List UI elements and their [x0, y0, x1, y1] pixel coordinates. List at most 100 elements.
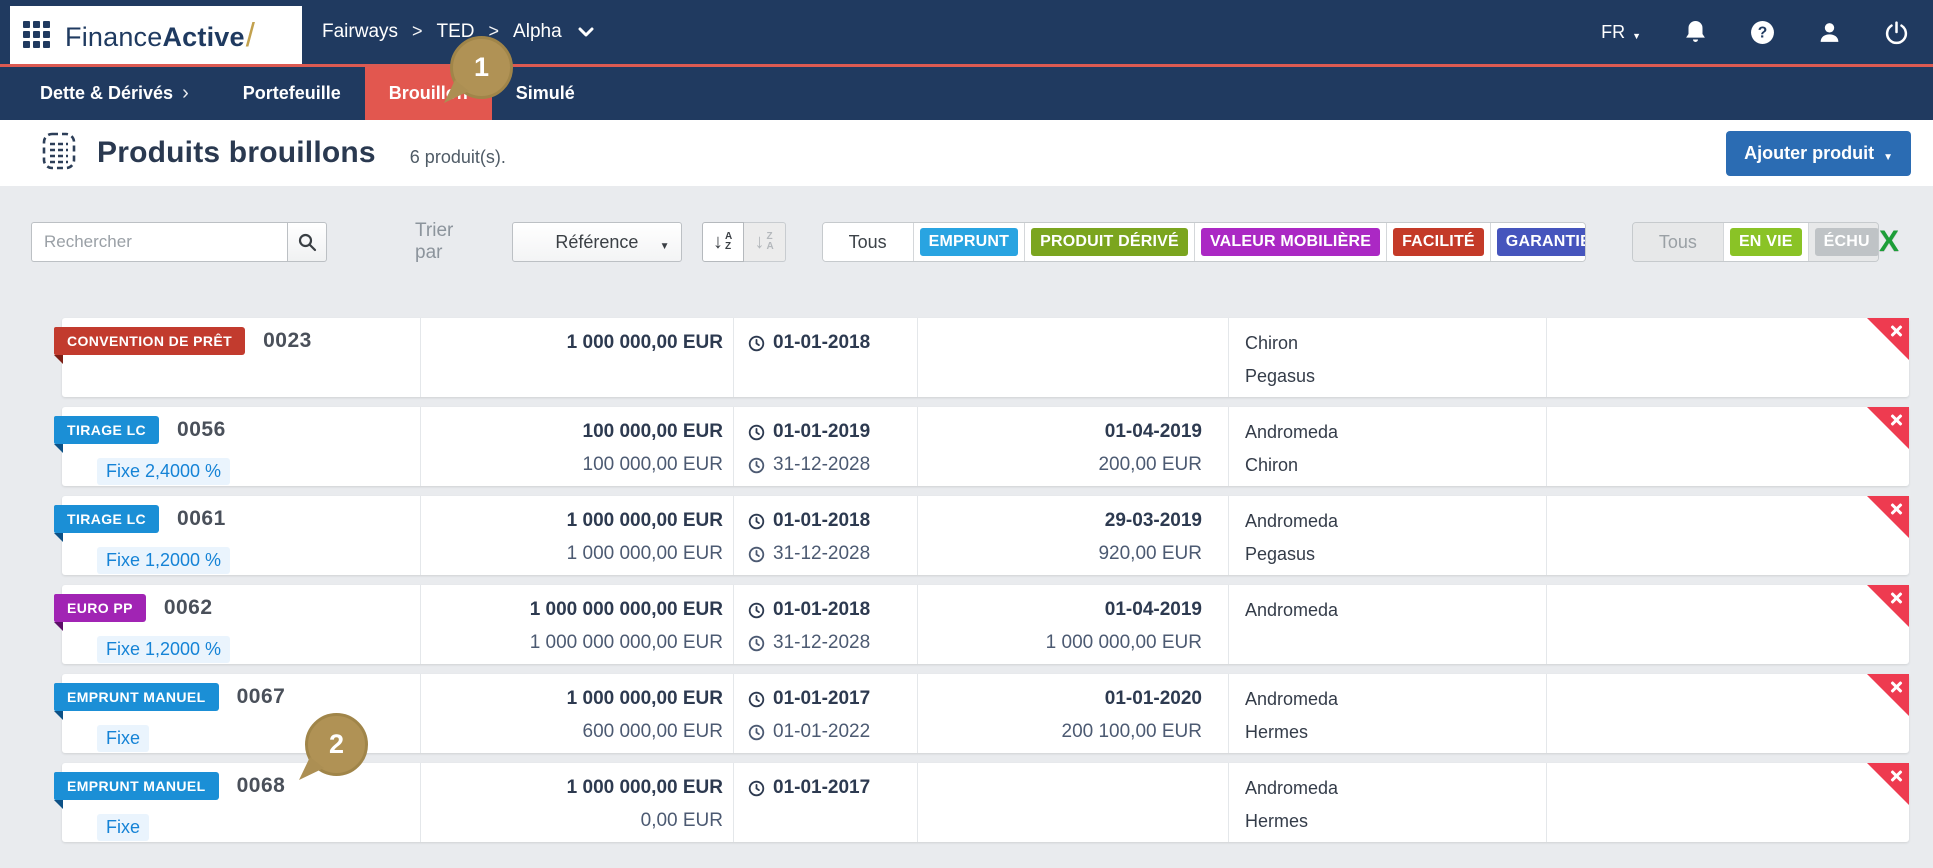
date-cell: 01-01-2017 — [733, 763, 917, 842]
filter-bar: Trier par Référence ↓ AZ ↓ ZA Tous EMPRU… — [31, 220, 1905, 263]
rate-pill[interactable]: Fixe 2,4000 % — [97, 458, 231, 485]
counterparty-cell: Chiron Pegasus — [1228, 318, 1546, 397]
valuation-amount: 920,00 EUR — [1098, 543, 1202, 564]
user-profile-icon[interactable] — [1817, 20, 1842, 45]
filter-badge-segment[interactable]: FACILITÉ — [1386, 223, 1490, 261]
counterparty-primary: Andromeda — [1245, 777, 1339, 798]
start-date: 01-01-2017 — [773, 688, 871, 709]
ribbon-fold — [54, 355, 63, 364]
brand-logo[interactable]: FinanceActive/ — [65, 16, 255, 54]
svg-text:?: ? — [1758, 24, 1768, 41]
amount-primary: 1 000 000,00 EUR — [566, 688, 723, 709]
sort-field-select[interactable]: Référence — [512, 222, 682, 262]
language-selector[interactable]: FR — [1601, 22, 1641, 43]
filter-badge-segment[interactable]: PRODUIT DÉRIVÉ — [1024, 223, 1194, 261]
rate-pill[interactable]: Fixe — [97, 814, 150, 841]
counterparty-secondary: Hermes — [1245, 810, 1309, 831]
product-id-cell: EMPRUNT MANUEL 0067 Fixe — [54, 674, 420, 753]
delete-corner-button[interactable] — [1867, 674, 1909, 716]
type-filter-all-button[interactable]: Tous — [822, 223, 913, 261]
ribbon-fold — [54, 444, 63, 453]
delete-corner-button[interactable] — [1867, 318, 1909, 360]
clock-icon — [748, 513, 765, 530]
page-header: Produits brouillons 6 produit(s). Ajoute… — [0, 120, 1933, 186]
chevron-down-icon[interactable] — [578, 26, 594, 38]
annotation-marker-1: 1 — [444, 36, 513, 103]
add-product-button[interactable]: Ajouter produit — [1726, 130, 1911, 176]
product-id-cell: TIRAGE LC 0061 Fixe 1,2000 % — [54, 496, 420, 575]
valuation-cell — [917, 763, 1228, 842]
counterparty-cell: Andromeda Chiron — [1228, 407, 1546, 486]
breadcrumb-item-alpha[interactable]: Alpha — [513, 21, 562, 42]
delete-corner-button[interactable] — [1867, 407, 1909, 449]
product-row[interactable]: EMPRUNT MANUEL 0067 Fixe 1 000 000,00 EU… — [54, 674, 1909, 753]
sort-field-value: Référence — [555, 231, 639, 252]
valuation-cell: 29-03-2019 920,00 EUR — [917, 496, 1228, 575]
marker-tail — [444, 80, 469, 103]
date-cell: 01-01-2017 01-01-2022 — [733, 674, 917, 753]
nav-item-simule[interactable]: Simulé — [515, 83, 575, 103]
counterparty-secondary: Pegasus — [1245, 365, 1316, 386]
delete-corner-button[interactable] — [1867, 585, 1909, 627]
logout-power-icon[interactable] — [1884, 20, 1909, 45]
filter-badge: EMPRUNT — [919, 228, 1019, 256]
amount-cell: 100 000,00 EUR 100 000,00 EUR — [420, 407, 733, 486]
product-reference: 0068 — [236, 774, 286, 797]
rate-pill[interactable]: Fixe — [97, 725, 150, 752]
amount-cell: 1 000 000,00 EUR 0,00 EUR — [420, 763, 733, 842]
breadcrumb-item-ted[interactable]: TED — [436, 21, 475, 42]
product-row[interactable]: CONVENTION DE PRÊT 0023 1 000 000,00 EUR… — [54, 318, 1909, 397]
top-header: FinanceActive/ Fairways TED Alpha FR — [0, 0, 1933, 64]
product-id-cell: CONVENTION DE PRÊT 0023 — [54, 318, 420, 397]
clock-icon — [748, 457, 765, 474]
product-reference: 0067 — [236, 685, 286, 708]
chevron-right-icon — [412, 21, 423, 43]
product-type-badge: EMPRUNT MANUEL — [54, 683, 219, 720]
ribbon-fold — [54, 533, 63, 542]
rate-pill[interactable]: Fixe 1,2000 % — [97, 636, 231, 663]
filter-badge-segment[interactable]: EMPRUNT — [912, 223, 1025, 261]
ribbon-fold — [54, 711, 63, 720]
filter-badge-segment[interactable]: ÉCHU — [1807, 223, 1878, 261]
nav-item-dette-derives[interactable]: Dette & Dérivés — [16, 67, 219, 120]
delete-corner-button[interactable] — [1867, 496, 1909, 538]
status-filter-all-button[interactable]: Tous — [1632, 223, 1723, 261]
search-input[interactable] — [31, 222, 287, 262]
product-reference: 0056 — [177, 418, 226, 441]
empty-cell — [1546, 674, 1909, 753]
app-grid-icon[interactable] — [22, 20, 52, 50]
counterparty-primary: Andromeda — [1245, 599, 1339, 620]
start-date: 01-01-2017 — [773, 777, 871, 798]
filter-badge: FACILITÉ — [1393, 228, 1484, 256]
product-row[interactable]: TIRAGE LC 0056 Fixe 2,4000 % 100 000,00 … — [54, 407, 1909, 486]
breadcrumb-item-fairways[interactable]: Fairways — [322, 21, 399, 42]
product-type-badge: CONVENTION DE PRÊT — [54, 327, 246, 364]
logo-container: FinanceActive/ — [10, 6, 302, 64]
chevron-down-icon — [1883, 143, 1893, 164]
end-date: 31-12-2028 — [773, 543, 871, 564]
excel-export-icon[interactable] — [1879, 225, 1899, 259]
product-row[interactable]: EURO PP 0062 Fixe 1,2000 % 1 000 000 000… — [54, 585, 1909, 664]
notifications-bell-icon[interactable] — [1683, 19, 1708, 45]
counterparty-primary: Chiron — [1245, 332, 1299, 353]
product-reference: 0062 — [163, 596, 213, 619]
product-row[interactable]: TIRAGE LC 0061 Fixe 1,2000 % 1 000 000,0… — [54, 496, 1909, 575]
amount-primary: 1 000 000,00 EUR — [566, 777, 723, 798]
search-button[interactable] — [287, 222, 327, 262]
sort-by-label: Trier par — [415, 220, 454, 263]
filter-badge-segment[interactable]: GARANTIE — [1489, 223, 1585, 261]
rate-pill[interactable]: Fixe 1,2000 % — [97, 547, 231, 574]
clock-icon — [748, 724, 765, 741]
filter-badge-segment[interactable]: VALEUR MOBILIÈRE — [1193, 223, 1387, 261]
nav-item-portefeuille[interactable]: Portefeuille — [242, 83, 341, 103]
product-row[interactable]: EMPRUNT MANUEL 0068 Fixe 1 000 000,00 EU… — [54, 763, 1909, 842]
delete-corner-button[interactable] — [1867, 763, 1909, 805]
amount-cell: 1 000 000,00 EUR 1 000 000,00 EUR — [420, 496, 733, 575]
filter-badge-segment[interactable]: EN VIE — [1722, 223, 1808, 261]
help-icon[interactable]: ? — [1750, 20, 1775, 45]
counterparty-secondary: Pegasus — [1245, 543, 1316, 564]
language-label: FR — [1601, 21, 1626, 42]
product-reference: 0061 — [177, 507, 226, 530]
